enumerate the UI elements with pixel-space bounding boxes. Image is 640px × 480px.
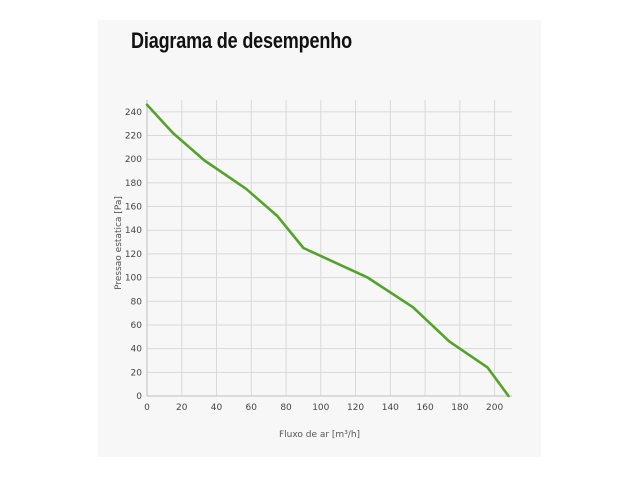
x-tick-label: 40	[211, 403, 223, 413]
y-tick-label: 40	[131, 345, 143, 355]
chart-title: Diagrama de desempenho	[131, 28, 352, 53]
x-tick-label: 160	[417, 403, 434, 413]
y-tick-label: 200	[125, 155, 142, 165]
axes	[146, 100, 512, 397]
x-axis-label: Fluxo de ar [m³/h]	[279, 430, 360, 440]
x-tick-label: 120	[347, 403, 364, 413]
chart-card	[98, 20, 541, 457]
y-tick-label: 0	[136, 392, 142, 402]
y-tick-label: 240	[125, 108, 142, 118]
x-tick-label: 0	[144, 403, 150, 413]
y-tick-label: 220	[125, 132, 142, 142]
x-tick-label: 20	[176, 403, 188, 413]
x-tick-label: 60	[246, 403, 258, 413]
y-tick-label: 140	[125, 226, 142, 236]
x-tick-label: 100	[312, 403, 329, 413]
series-line-0	[145, 103, 510, 398]
y-tick-label: 180	[125, 179, 142, 189]
x-tick-label: 80	[280, 403, 292, 413]
y-axis-label: Pressao estatica [Pa]	[114, 196, 124, 290]
series-layer	[145, 103, 510, 398]
tick-labels: 0 20 40 60 80 100 120 140 160 180 200 220 240 0 20 40 60…	[125, 108, 504, 413]
x-tick-label: 180	[451, 403, 468, 413]
y-tick-label: 60	[131, 321, 143, 331]
y-tick-label: 20	[131, 368, 143, 378]
grid-lines	[147, 100, 512, 396]
x-tick-label: 140	[382, 403, 399, 413]
y-tick-label: 100	[125, 274, 142, 284]
y-tick-label: 80	[131, 297, 143, 307]
y-tick-label: 120	[125, 250, 142, 260]
y-tick-label: 160	[125, 203, 142, 213]
x-tick-label: 200	[486, 403, 503, 413]
